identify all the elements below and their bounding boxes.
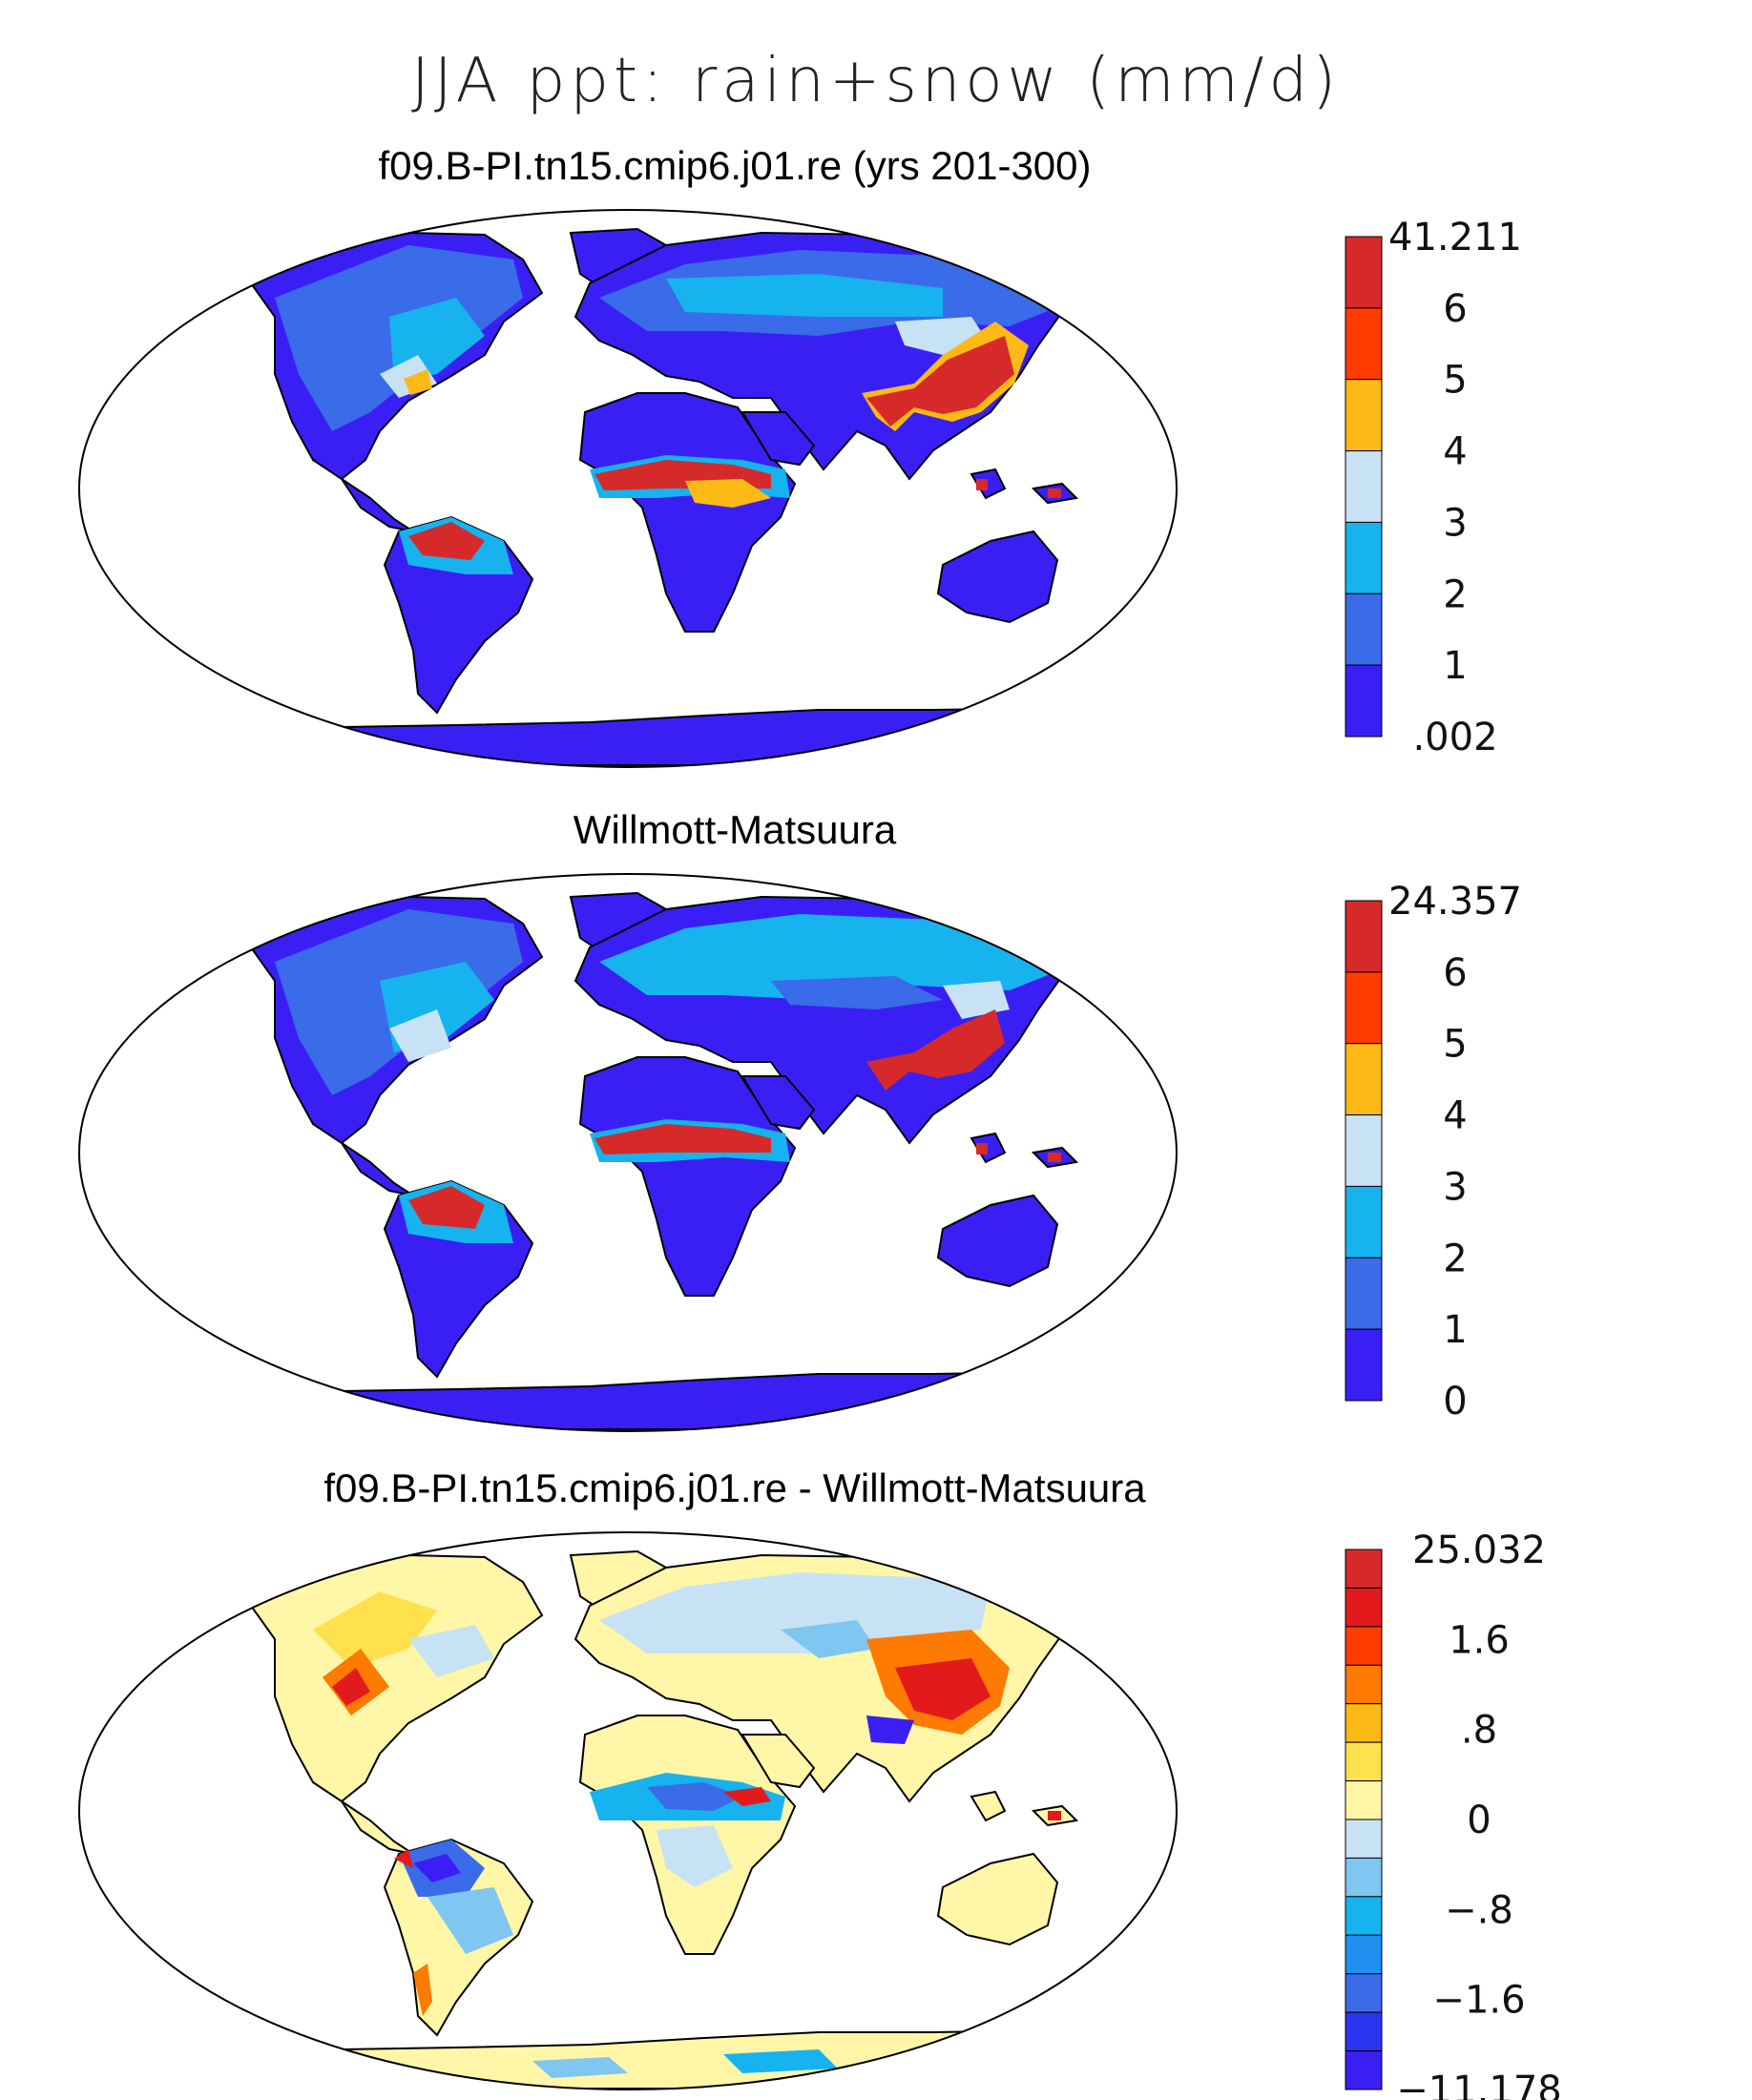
colorbar-tick-label: 6 [1443, 287, 1467, 331]
colorbar-tick-label: .002 [1412, 716, 1497, 759]
map-border [78, 1531, 1178, 2090]
colorbar-tick-label: 25.032 [1412, 1528, 1546, 1572]
colorbar-tick-label: 1.6 [1449, 1618, 1510, 1662]
colorbar-tick-label: 1 [1443, 644, 1467, 688]
colorbar-swatch [1345, 1626, 1383, 1666]
colorbar-tick-label: −11.178 [1396, 2069, 1561, 2100]
colorbar-tick-label: 0 [1443, 1380, 1467, 1424]
colorbar-tick-label: 0 [1467, 1799, 1491, 1842]
colorbar-swatch [1345, 1043, 1383, 1116]
colorbar-swatch [1345, 971, 1383, 1045]
map-border [78, 209, 1178, 768]
panel-1-map [78, 209, 1178, 768]
colorbar-swatch [1345, 236, 1383, 309]
colorbar-tick-label: .8 [1461, 1709, 1497, 1753]
colorbar-tick-label: 2 [1443, 1237, 1467, 1280]
colorbar-swatch [1345, 2011, 1383, 2052]
panel-1-title: f09.B-PI.tn15.cmip6.j01.re (yrs 201-300) [378, 143, 1092, 188]
colorbar-swatch [1345, 379, 1383, 452]
colorbar-swatch [1345, 1328, 1383, 1402]
colorbar-swatch [1345, 307, 1383, 381]
panel-2-map [78, 873, 1178, 1432]
colorbar-swatch [1345, 1934, 1383, 1975]
colorbar-swatch [1345, 1587, 1383, 1628]
colorbar-swatch [1345, 1973, 1383, 2013]
colorbar-tick-label: −1.6 [1432, 1979, 1525, 2023]
colorbar-tick-label: 3 [1443, 1165, 1467, 1209]
colorbar-swatch [1345, 1741, 1383, 1782]
colorbar-swatch [1345, 664, 1383, 738]
colorbar-swatch [1345, 521, 1383, 594]
colorbar-swatch [1345, 1780, 1383, 1820]
panel-3-map [78, 1531, 1178, 2090]
panel-2-title: Willmott-Matsuura [573, 807, 897, 852]
colorbar-swatch [1345, 1114, 1383, 1187]
colorbar-swatch [1345, 2050, 1383, 2090]
colorbar-tick-label: 41.211 [1388, 216, 1522, 260]
colorbar-swatch [1345, 1549, 1383, 1589]
colorbar-swatch [1345, 1857, 1383, 1898]
colorbar-swatch [1345, 1185, 1383, 1258]
colorbar-tick-label: 5 [1443, 359, 1467, 403]
figure-title: JJA ppt: rain+snow (mm/d) [410, 46, 1342, 116]
colorbar-tick-label: 5 [1443, 1023, 1467, 1067]
colorbar-swatch [1345, 450, 1383, 523]
colorbar-tick-label: 4 [1443, 430, 1467, 474]
colorbar-swatch [1345, 1896, 1383, 1936]
colorbar-swatch [1345, 1703, 1383, 1743]
colorbar-swatch [1345, 593, 1383, 666]
panel-3-colorbar: 25.032 1.6 .8 0 −.8 −1.6 −11.178 [1345, 1528, 1562, 2100]
colorbar-tick-label: 24.357 [1388, 880, 1522, 924]
colorbar-tick-label: 1 [1443, 1308, 1467, 1352]
colorbar-swatch [1345, 1257, 1383, 1330]
colorbar-tick-label: 4 [1443, 1094, 1467, 1138]
colorbar-swatch [1345, 1664, 1383, 1705]
colorbar-tick-label: 6 [1443, 951, 1467, 995]
colorbar-tick-label: 3 [1443, 501, 1467, 545]
map-border [78, 873, 1178, 1432]
colorbar-swatch [1345, 1819, 1383, 1859]
panel-1-colorbar: 41.211 6 5 4 3 2 1 .002 [1345, 216, 1522, 759]
panel-2-colorbar: 24.357 6 5 4 3 2 1 0 [1345, 880, 1522, 1424]
panel-3-title: f09.B-PI.tn15.cmip6.j01.re - Willmott-Ma… [323, 1466, 1146, 1510]
colorbar-tick-label: −.8 [1445, 1888, 1513, 1932]
colorbar-swatch [1345, 900, 1383, 973]
colorbar-tick-label: 2 [1443, 572, 1467, 616]
